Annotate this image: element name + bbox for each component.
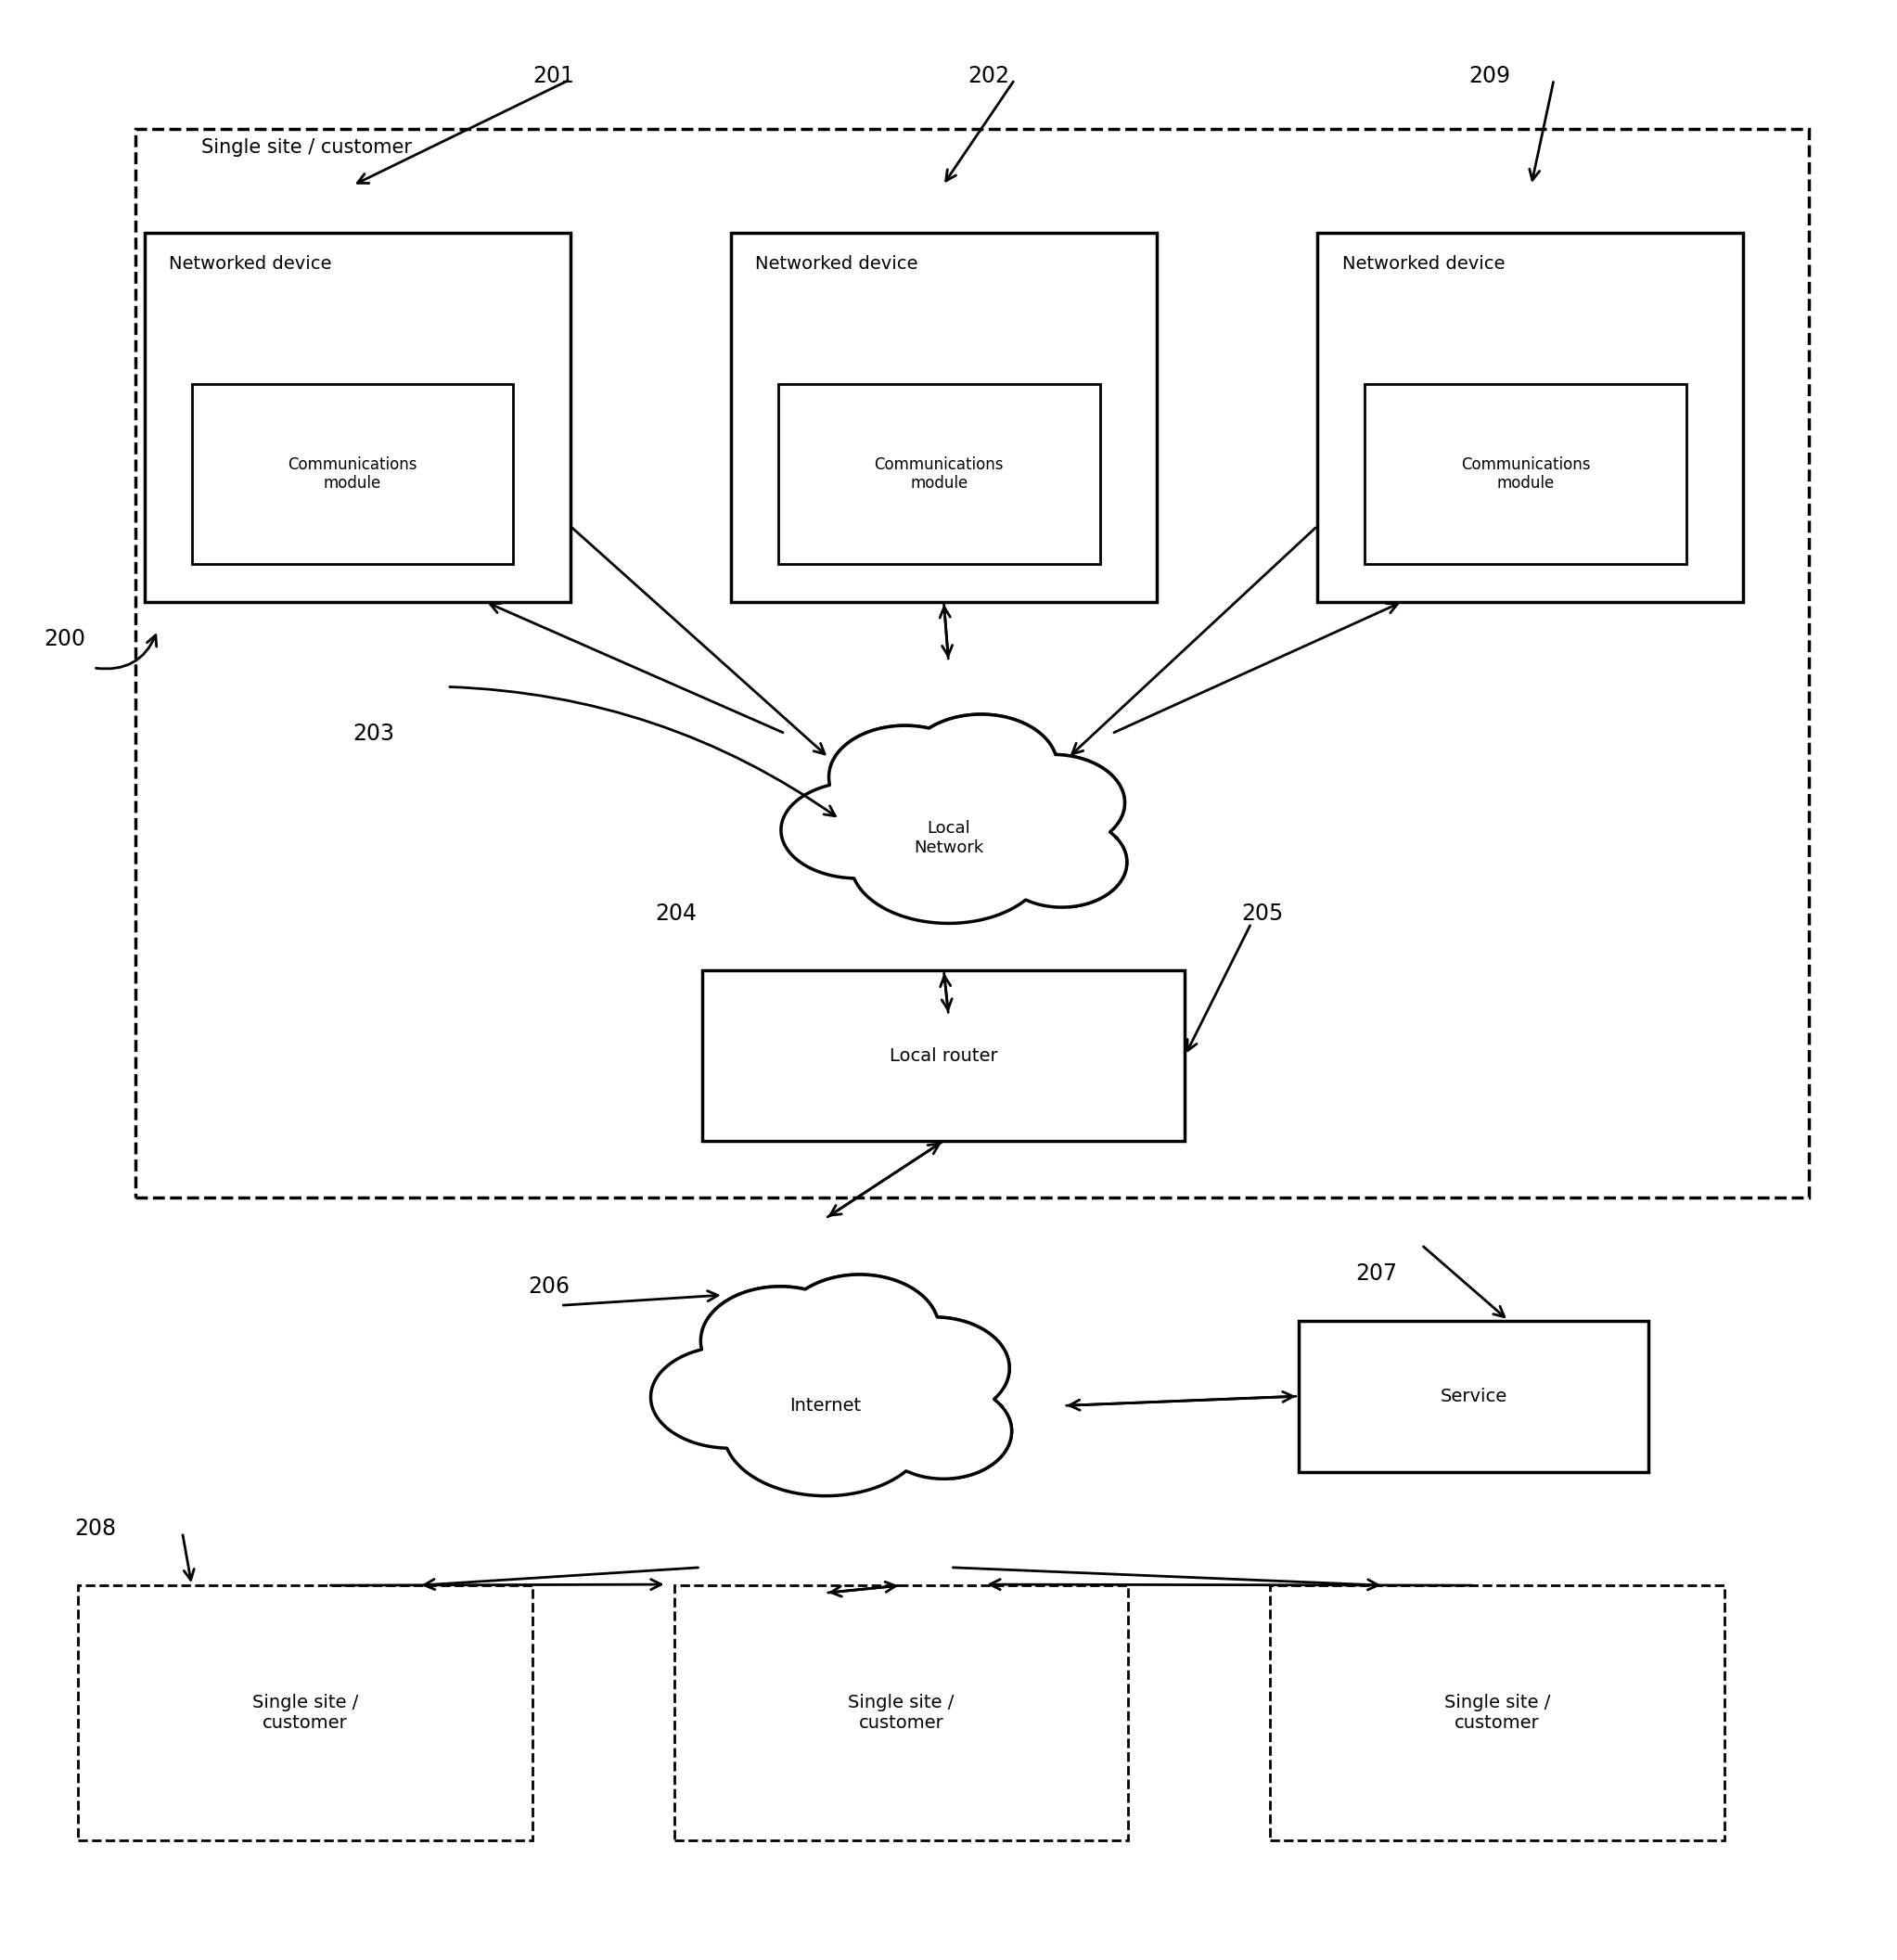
Ellipse shape bbox=[774, 741, 1123, 935]
Text: 207: 207 bbox=[1354, 1262, 1396, 1284]
Text: Local router: Local router bbox=[890, 1047, 998, 1064]
Ellipse shape bbox=[643, 1303, 1007, 1507]
Text: Internet: Internet bbox=[789, 1397, 861, 1415]
Text: 208: 208 bbox=[74, 1517, 116, 1541]
Text: Communications
module: Communications module bbox=[288, 457, 417, 492]
Text: Service: Service bbox=[1440, 1388, 1506, 1405]
Ellipse shape bbox=[859, 1317, 1009, 1419]
Text: 206: 206 bbox=[529, 1276, 571, 1298]
Text: 204: 204 bbox=[654, 904, 696, 925]
Bar bbox=[192, 384, 514, 564]
Text: 201: 201 bbox=[533, 65, 575, 86]
Text: 202: 202 bbox=[967, 65, 1009, 86]
Text: 203: 203 bbox=[353, 723, 395, 745]
Ellipse shape bbox=[651, 1347, 810, 1448]
Bar bbox=[1271, 1586, 1724, 1840]
Polygon shape bbox=[651, 1274, 1011, 1495]
Text: Networked device: Networked device bbox=[1341, 255, 1504, 272]
Text: Communications
module: Communications module bbox=[1461, 457, 1590, 492]
Text: 200: 200 bbox=[44, 629, 85, 651]
Bar bbox=[778, 384, 1100, 564]
Text: Communications
module: Communications module bbox=[875, 457, 1004, 492]
Ellipse shape bbox=[782, 782, 933, 878]
Ellipse shape bbox=[723, 1366, 928, 1495]
Ellipse shape bbox=[780, 1274, 939, 1384]
Bar bbox=[78, 1586, 533, 1840]
Bar bbox=[1364, 384, 1686, 564]
Text: Local
Network: Local Network bbox=[914, 819, 983, 857]
Text: Single site /
customer: Single site / customer bbox=[1444, 1693, 1550, 1733]
Bar bbox=[135, 129, 1810, 1198]
Polygon shape bbox=[782, 713, 1127, 923]
Bar bbox=[1317, 233, 1743, 602]
Ellipse shape bbox=[700, 1286, 859, 1396]
Text: Single site /
customer: Single site / customer bbox=[252, 1693, 359, 1733]
Ellipse shape bbox=[876, 1384, 1011, 1480]
Text: Single site /
customer: Single site / customer bbox=[848, 1693, 954, 1733]
Ellipse shape bbox=[829, 725, 981, 829]
Text: Single site / customer: Single site / customer bbox=[201, 137, 412, 157]
Ellipse shape bbox=[981, 755, 1125, 851]
Bar bbox=[144, 233, 571, 602]
Bar bbox=[1298, 1321, 1648, 1472]
Ellipse shape bbox=[850, 802, 1047, 923]
Bar bbox=[673, 1586, 1129, 1840]
Text: 209: 209 bbox=[1468, 65, 1510, 86]
Ellipse shape bbox=[996, 817, 1127, 907]
Text: 205: 205 bbox=[1243, 904, 1284, 925]
Bar bbox=[702, 970, 1186, 1141]
Text: Networked device: Networked device bbox=[169, 255, 332, 272]
Text: Networked device: Networked device bbox=[755, 255, 918, 272]
Ellipse shape bbox=[905, 713, 1057, 817]
Bar bbox=[730, 233, 1157, 602]
